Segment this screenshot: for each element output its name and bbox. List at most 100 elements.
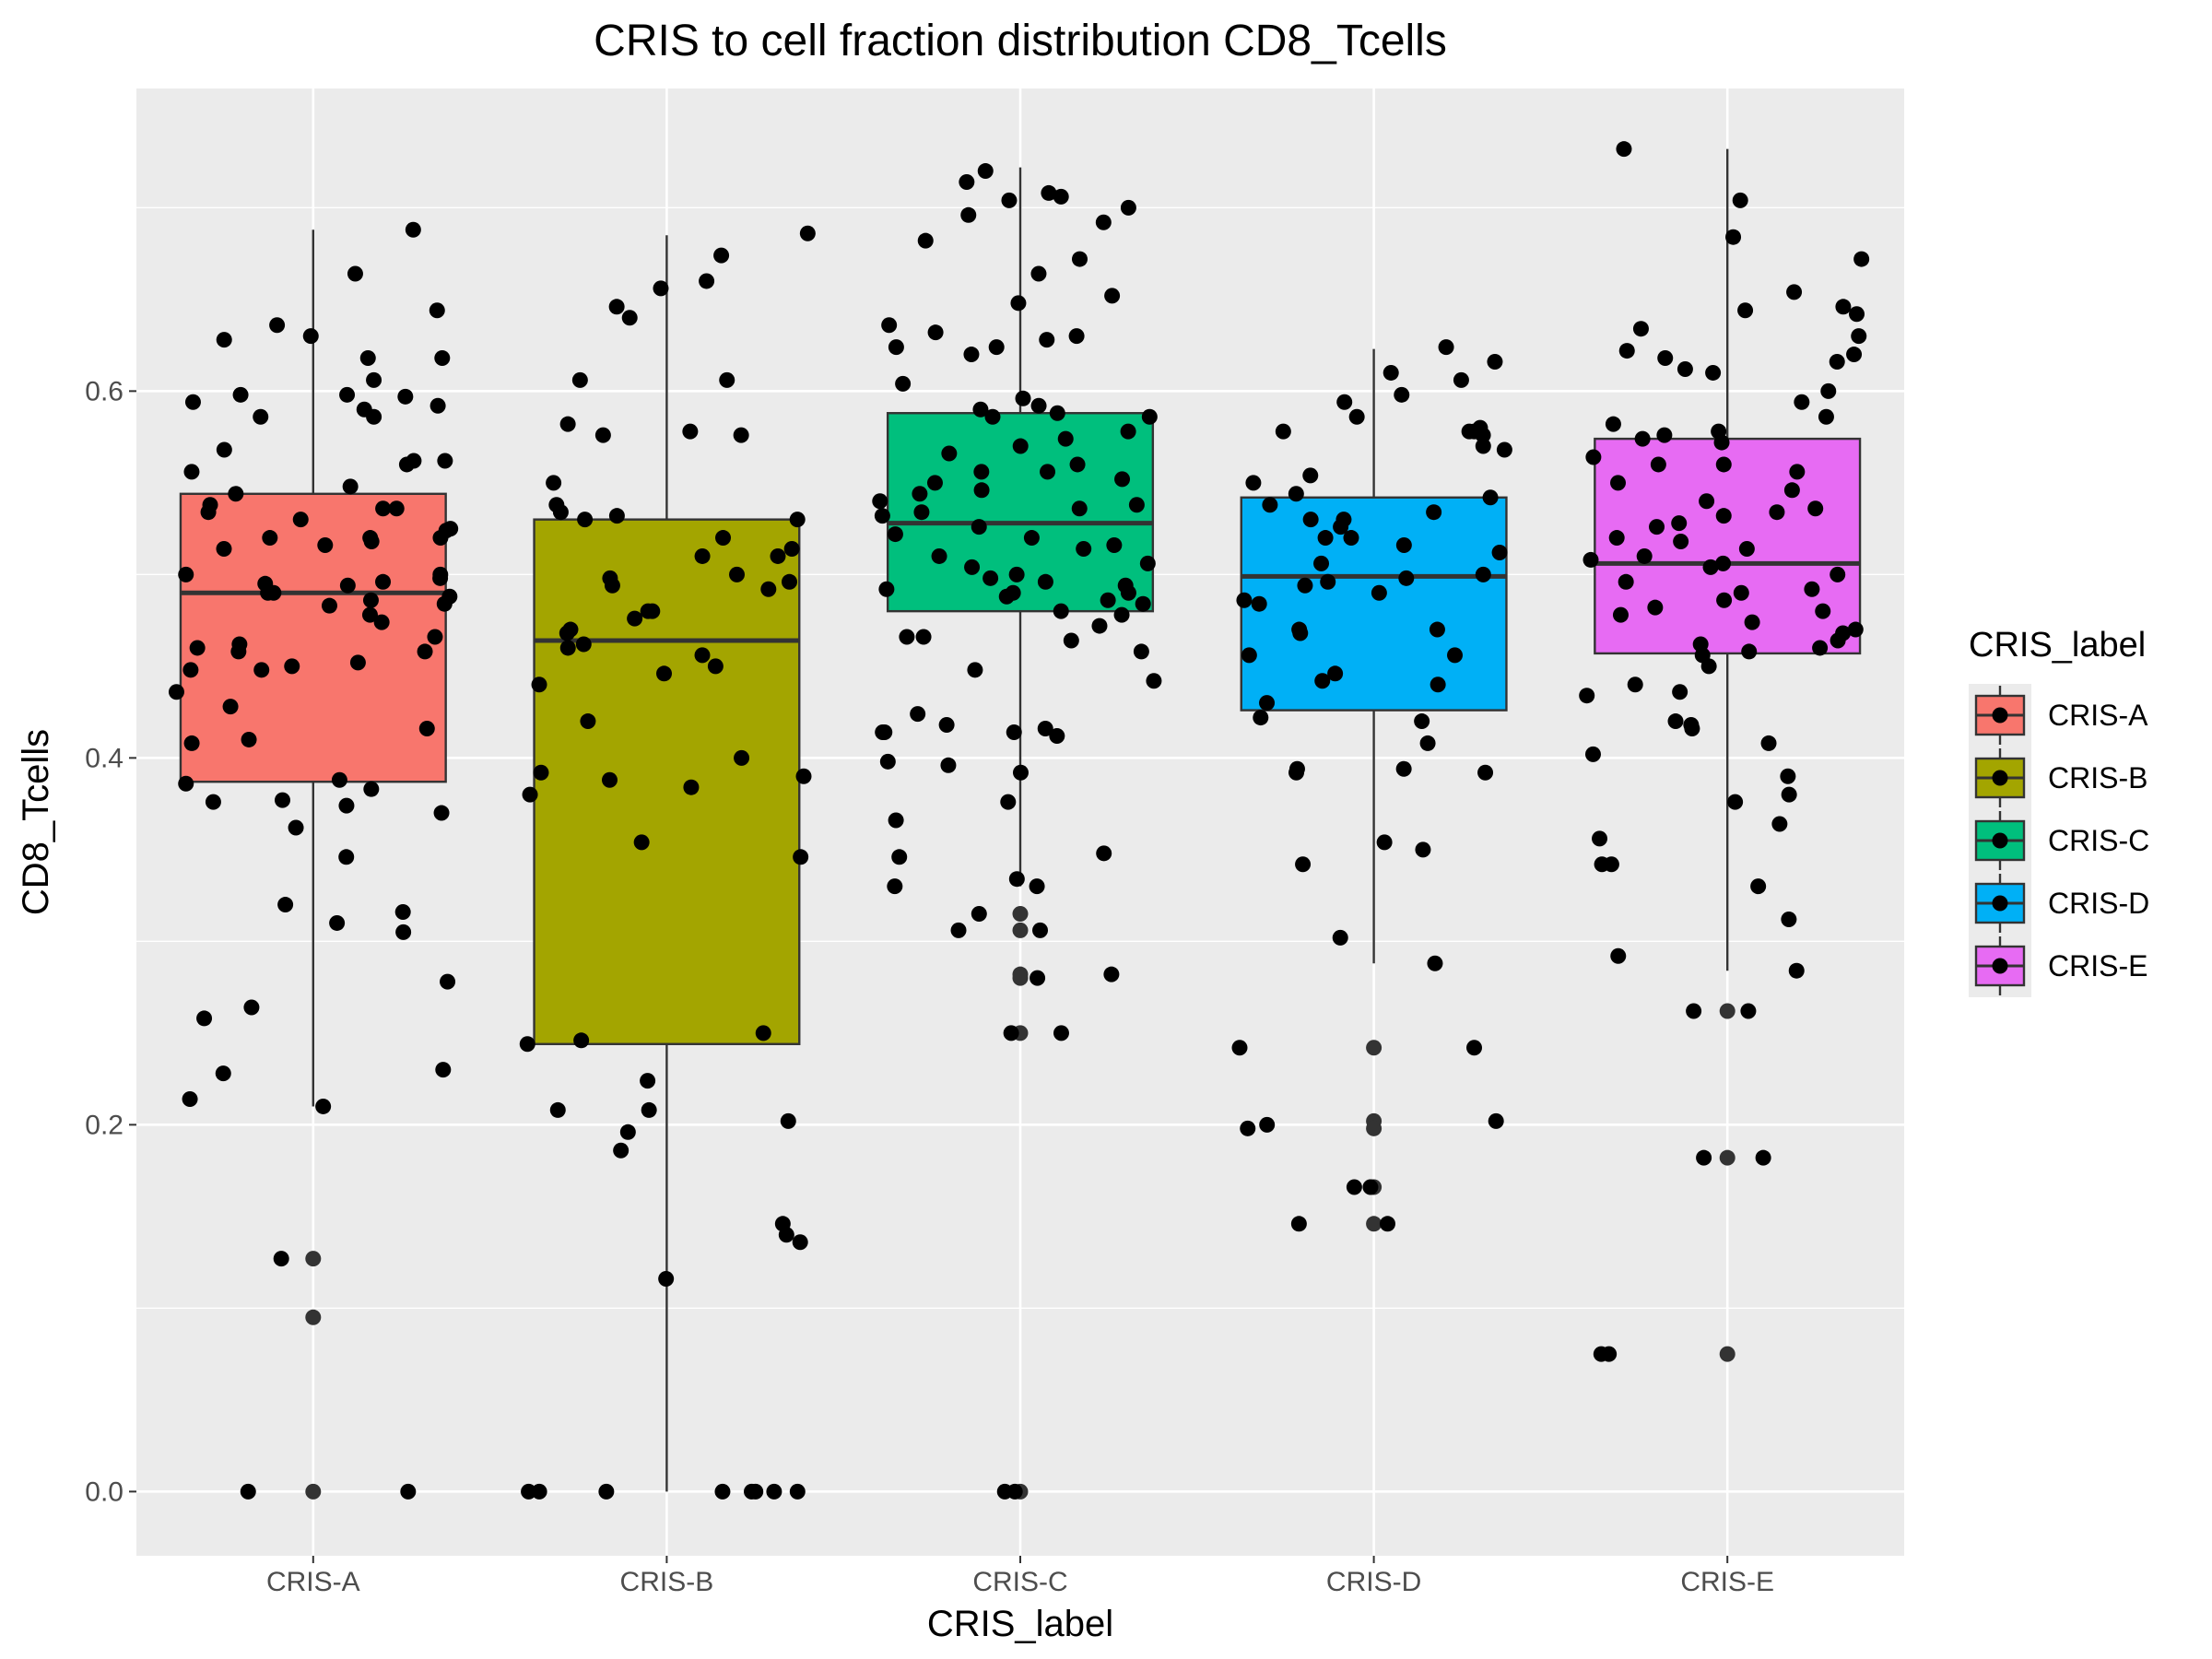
- point-cris-e: [1789, 464, 1806, 480]
- point-cris-a: [435, 1062, 452, 1078]
- point-cris-e: [1725, 229, 1742, 245]
- point-cris-a: [347, 265, 363, 282]
- point-cris-c: [874, 508, 890, 524]
- point-cris-a: [429, 302, 445, 319]
- point-cris-a: [183, 735, 200, 751]
- point-cris-c: [940, 757, 957, 773]
- point-cris-d: [1320, 573, 1336, 590]
- point-cris-b: [608, 299, 625, 315]
- point-cris-c: [988, 339, 1005, 356]
- point-cris-c: [927, 324, 944, 341]
- point-cris-e: [1632, 321, 1649, 337]
- point-cris-c: [877, 724, 893, 740]
- point-cris-e: [1737, 302, 1754, 319]
- point-cris-c: [1071, 251, 1088, 267]
- point-cris-b: [577, 512, 594, 528]
- point-cris-b: [683, 779, 700, 795]
- point-cris-b: [782, 573, 798, 590]
- point-cris-a: [329, 914, 346, 931]
- point-cris-b: [714, 1483, 731, 1500]
- point-cris-e: [1616, 141, 1632, 158]
- point-cris-b: [633, 834, 650, 851]
- point-cris-d: [1466, 1040, 1483, 1056]
- point-cris-e: [1820, 382, 1837, 399]
- point-cris-c: [941, 445, 958, 462]
- point-cris-e: [1608, 530, 1625, 547]
- point-cris-d: [1395, 760, 1412, 777]
- point-cris-c: [1012, 764, 1029, 781]
- x-tick-label-cris-b: CRIS-B: [620, 1567, 714, 1597]
- point-cris-c: [984, 408, 1001, 425]
- point-cris-d: [1430, 677, 1446, 693]
- point-cris-b: [619, 1124, 636, 1140]
- point-cris-e: [1579, 688, 1595, 704]
- point-cris-b: [608, 508, 625, 524]
- x-tick-label-cris-c: CRIS-C: [972, 1567, 1067, 1597]
- point-cris-e: [1807, 500, 1824, 517]
- point-cris-a: [288, 819, 304, 836]
- point-cris-d: [1336, 394, 1353, 410]
- outlier-cris-a: [305, 1309, 322, 1325]
- point-cris-c: [917, 232, 934, 249]
- point-cris-e: [1585, 449, 1602, 465]
- point-cris-c: [950, 922, 967, 938]
- point-cris-a: [253, 662, 270, 678]
- legend-key-point-cris-b: [1992, 770, 2008, 786]
- point-cris-e: [1610, 475, 1627, 491]
- whiskers: [312, 148, 1729, 1492]
- point-cris-c: [887, 878, 903, 895]
- point-cris-d: [1332, 929, 1348, 946]
- point-cris-b: [627, 610, 643, 627]
- point-cris-c: [1069, 456, 1086, 473]
- point-cris-e: [1657, 350, 1674, 367]
- point-cris-c: [973, 464, 990, 480]
- point-cris-e: [1605, 416, 1621, 432]
- point-cris-e: [1853, 251, 1870, 267]
- point-cris-e: [1818, 408, 1834, 425]
- point-cris-c: [895, 375, 912, 392]
- point-cris-c: [1096, 845, 1112, 862]
- point-cris-d: [1475, 427, 1491, 443]
- point-cris-d: [1348, 408, 1365, 425]
- point-cris-e: [1656, 427, 1673, 443]
- point-cris-e: [1738, 540, 1755, 557]
- point-cris-b: [713, 247, 730, 264]
- point-cris-c: [1057, 430, 1074, 447]
- outlier-cris-d: [1366, 1216, 1382, 1232]
- point-cris-b: [799, 225, 816, 241]
- point-cris-d: [1259, 695, 1276, 712]
- point-cris-d: [1313, 555, 1330, 571]
- point-cris-b: [573, 1032, 590, 1049]
- point-cris-c: [963, 347, 980, 363]
- point-cris-a: [437, 453, 453, 469]
- point-cris-b: [519, 1036, 535, 1053]
- point-cris-d: [1376, 834, 1393, 851]
- point-cris-e: [1783, 482, 1800, 499]
- point-cris-b: [694, 547, 711, 564]
- point-cris-d: [1297, 577, 1313, 594]
- point-cris-d: [1333, 519, 1349, 535]
- point-cris-d: [1343, 530, 1359, 547]
- point-cris-b: [733, 427, 749, 443]
- point-cris-e: [1636, 547, 1653, 564]
- point-cris-c: [891, 849, 908, 865]
- point-cris-b: [571, 371, 588, 388]
- point-cris-c: [1049, 727, 1065, 744]
- point-cris-c: [1146, 673, 1162, 689]
- legend-key-point-cris-a: [1992, 707, 2008, 724]
- point-cris-a: [398, 456, 415, 473]
- point-cris-c: [1053, 188, 1069, 205]
- point-cris-a: [405, 221, 421, 238]
- point-cris-a: [436, 595, 453, 612]
- point-cris-b: [694, 647, 711, 664]
- y-tick-label: 0.6: [85, 376, 124, 406]
- point-cris-b: [533, 764, 549, 781]
- point-cris-c: [1063, 632, 1079, 649]
- point-cris-a: [339, 577, 356, 594]
- point-cris-b: [601, 771, 618, 788]
- point-cris-b: [715, 530, 732, 547]
- point-cris-d: [1346, 1179, 1362, 1195]
- outlier-cris-c: [1012, 906, 1029, 922]
- point-cris-c: [888, 339, 904, 356]
- point-cris-c: [1037, 721, 1053, 737]
